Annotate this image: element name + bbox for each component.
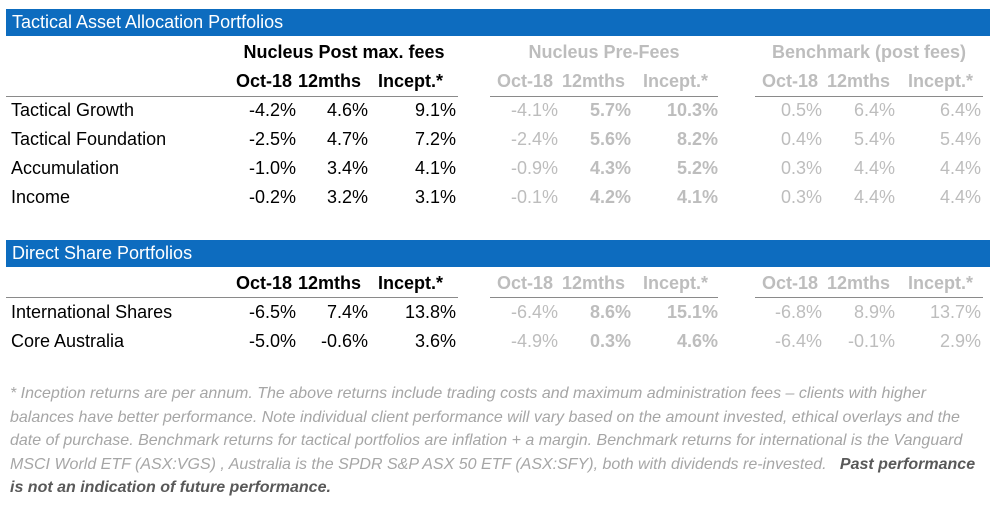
col-header-12mths: 12mths	[298, 71, 362, 91]
cell-value: -4.1%	[510, 100, 558, 120]
cell-value: -4.2%	[248, 100, 296, 120]
cell-value: 0.3%	[780, 158, 822, 178]
divider	[490, 96, 718, 97]
footnote-disclaimer: Past performance is not an indication of…	[10, 455, 976, 497]
cell-value: -6.4%	[774, 331, 822, 351]
divider	[6, 297, 458, 298]
cell-value: 3.6%	[414, 331, 456, 351]
cell-value: 8.9%	[853, 302, 895, 322]
col-header-12mths: 12mths	[562, 71, 626, 91]
row-label: International Shares	[11, 302, 173, 322]
cell-value: 9.1%	[414, 100, 456, 120]
cell-value: 5.4%	[939, 129, 981, 149]
cell-value: 3.1%	[414, 187, 456, 207]
divider	[755, 96, 983, 97]
cell-value: -2.4%	[510, 129, 558, 149]
cell-value: 13.7%	[929, 302, 981, 322]
cell-value: 4.6%	[676, 331, 718, 351]
row-label: Accumulation	[11, 158, 120, 178]
cell-value: 5.2%	[676, 158, 718, 178]
cell-value: 8.2%	[676, 129, 718, 149]
cell-value: 3.4%	[326, 158, 368, 178]
divider	[490, 297, 718, 298]
cell-value: 7.4%	[326, 302, 368, 322]
cell-value: -0.1%	[510, 187, 558, 207]
col-header-incept: Incept.*	[908, 71, 974, 91]
col-header-oct18: Oct-18	[236, 71, 293, 91]
col-header-incept: Incept.*	[908, 273, 974, 293]
col-header-incept: Incept.*	[643, 273, 709, 293]
cell-value: 5.7%	[589, 100, 631, 120]
col-header-12mths: 12mths	[298, 273, 362, 293]
cell-value: 0.4%	[780, 129, 822, 149]
col-header-oct18: Oct-18	[236, 273, 293, 293]
cell-value: 3.2%	[326, 187, 368, 207]
section-title: Tactical Asset Allocation Portfolios	[12, 12, 284, 32]
col-header-12mths: 12mths	[827, 273, 891, 293]
cell-value: 0.5%	[780, 100, 822, 120]
cell-value: -0.6%	[320, 331, 368, 351]
col-header-incept: Incept.*	[378, 273, 444, 293]
cell-value: -2.5%	[248, 129, 296, 149]
cell-value: 6.4%	[853, 100, 895, 120]
cell-value: 8.6%	[589, 302, 631, 322]
cell-value: -1.0%	[248, 158, 296, 178]
cell-value: 15.1%	[666, 302, 718, 322]
row-label: Core Australia	[11, 331, 125, 351]
cell-value: -0.1%	[847, 331, 895, 351]
col-header-incept: Incept.*	[378, 71, 444, 91]
col-header-oct18: Oct-18	[762, 273, 819, 293]
row-label: Tactical Growth	[11, 100, 135, 120]
cell-value: 4.4%	[853, 158, 895, 178]
cell-value: 4.2%	[589, 187, 631, 207]
cell-value: 2.9%	[939, 331, 981, 351]
cell-value: 0.3%	[589, 331, 631, 351]
cell-value: 0.3%	[780, 187, 822, 207]
section-title: Direct Share Portfolios	[12, 243, 193, 263]
cell-value: -0.2%	[248, 187, 296, 207]
group-header-pre-fees: Nucleus Pre-Fees	[528, 42, 680, 62]
col-header-12mths: 12mths	[827, 71, 891, 91]
cell-value: 10.3%	[666, 100, 718, 120]
cell-value: -0.9%	[510, 158, 558, 178]
cell-value: 4.7%	[326, 129, 368, 149]
cell-value: 4.1%	[414, 158, 456, 178]
cell-value: -6.8%	[774, 302, 822, 322]
cell-value: -5.0%	[248, 331, 296, 351]
col-header-oct18: Oct-18	[762, 71, 819, 91]
cell-value: -4.9%	[510, 331, 558, 351]
cell-value: 13.8%	[404, 302, 456, 322]
cell-value: 4.4%	[939, 187, 981, 207]
divider	[6, 96, 458, 97]
section-header-direct-share: Direct Share Portfolios	[6, 240, 990, 267]
cell-value: 4.1%	[676, 187, 718, 207]
footnote: * Inception returns are per annum. The a…	[10, 382, 990, 500]
cell-value: 5.4%	[853, 129, 895, 149]
cell-value: 4.3%	[589, 158, 631, 178]
col-header-12mths: 12mths	[562, 273, 626, 293]
col-header-oct18: Oct-18	[497, 71, 554, 91]
divider	[755, 297, 983, 298]
cell-value: 6.4%	[939, 100, 981, 120]
col-header-oct18: Oct-18	[497, 273, 554, 293]
cell-value: 5.6%	[589, 129, 631, 149]
cell-value: 7.2%	[414, 129, 456, 149]
group-header-post-fees: Nucleus Post max. fees	[243, 42, 445, 62]
cell-value: -6.4%	[510, 302, 558, 322]
row-label: Tactical Foundation	[11, 129, 167, 149]
cell-value: -6.5%	[248, 302, 296, 322]
group-header-benchmark: Benchmark (post fees)	[771, 42, 967, 62]
cell-value: 4.4%	[853, 187, 895, 207]
row-label: Income	[11, 187, 71, 207]
col-header-incept: Incept.*	[643, 71, 709, 91]
cell-value: 4.4%	[939, 158, 981, 178]
cell-value: 4.6%	[326, 100, 368, 120]
section-header-tactical: Tactical Asset Allocation Portfolios	[6, 9, 990, 36]
footnote-text: * Inception returns are per annum. The a…	[10, 385, 963, 473]
